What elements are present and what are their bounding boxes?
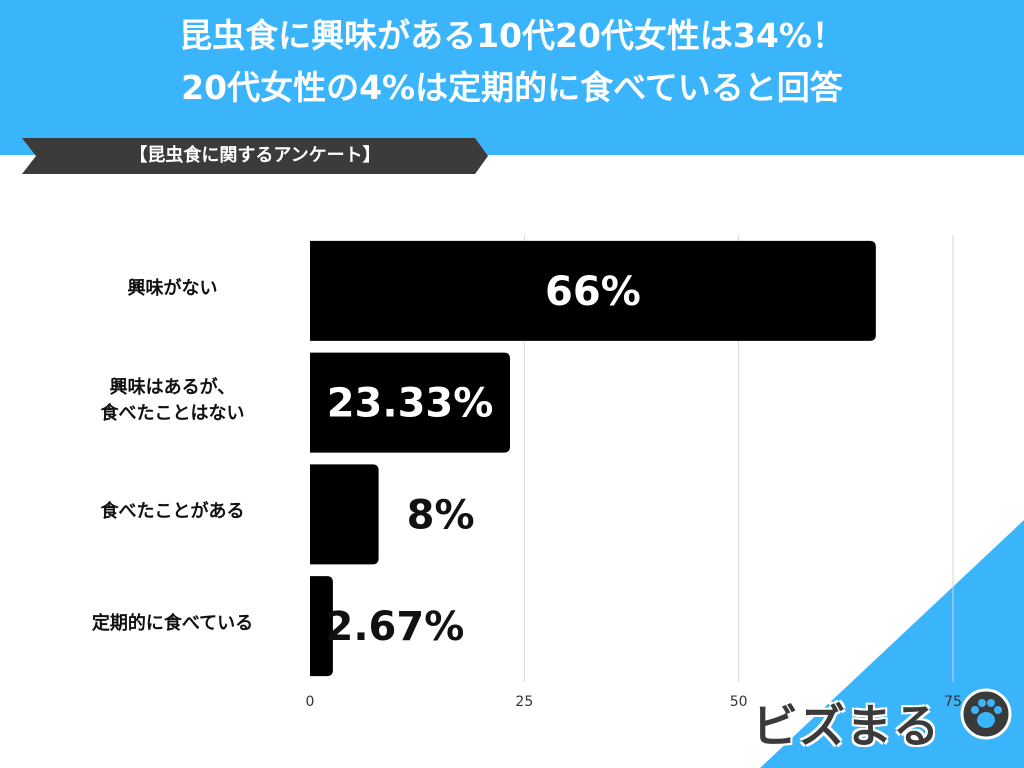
title-line-1: 昆虫食に興味がある10代20代女性は34%！ <box>179 16 845 55</box>
category-label: 食べたことがある <box>40 499 305 525</box>
bar <box>310 352 511 453</box>
bar <box>310 464 379 565</box>
data-label: 66% <box>545 269 641 315</box>
category-label-line: 興味はあるが、 <box>109 376 236 398</box>
data-label: 2.67% <box>326 604 465 650</box>
category-label: 興味がない <box>40 276 305 302</box>
category-label: 定期的に食べている <box>40 611 305 637</box>
brand-logo: ビズまる <box>752 699 940 753</box>
category-label: 興味はあるが、 食べたことはない <box>40 375 305 427</box>
category-label-line: 食べたことがある <box>100 501 245 523</box>
bar <box>310 240 876 341</box>
category-label-line: 興味がない <box>127 277 218 299</box>
section-ribbon <box>22 138 488 174</box>
x-tick-label: 0 <box>306 694 315 710</box>
page-title: 昆虫食に興味がある10代20代女性は34%！ 20代女性の4%は定期的に食べてい… <box>0 10 1024 114</box>
category-label-line: 食べたことはない <box>100 402 245 424</box>
section-label: 【昆虫食に関するアンケート】 <box>129 145 381 166</box>
category-label-line: 定期的に食べている <box>91 613 254 635</box>
x-tick-label: 50 <box>730 694 748 710</box>
data-label: 8% <box>407 492 475 538</box>
paw-icon <box>960 688 1012 740</box>
x-tick-label: 75 <box>944 694 962 710</box>
header-band <box>0 0 1024 155</box>
title-line-2: 20代女性の4%は定期的に食べていると回答 <box>181 68 843 107</box>
data-label: 23.33% <box>327 381 494 427</box>
bar <box>310 576 333 677</box>
x-tick-label: 25 <box>515 694 533 710</box>
